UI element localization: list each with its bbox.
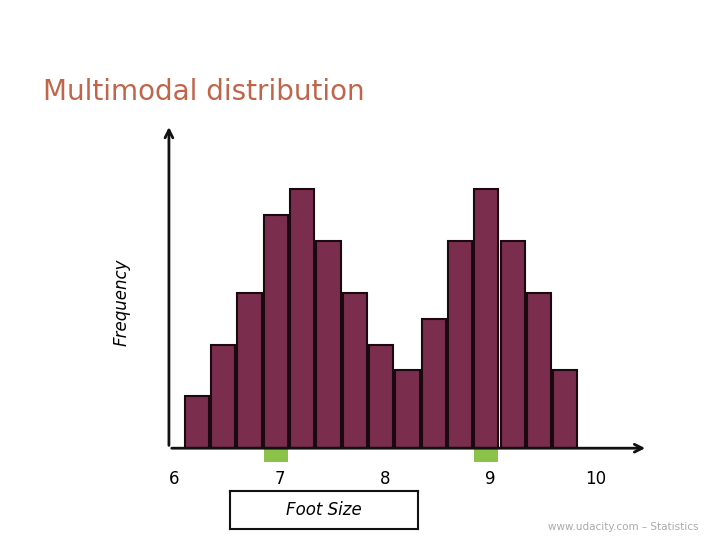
Bar [395, 370, 420, 448]
Bar [290, 189, 314, 448]
Bar [474, 448, 498, 462]
Bar [238, 293, 261, 448]
Text: 10: 10 [585, 470, 606, 488]
Bar [553, 370, 577, 448]
Bar [316, 241, 341, 448]
Bar [527, 293, 551, 448]
Text: 7: 7 [274, 470, 284, 488]
Bar [474, 189, 498, 448]
Text: www.udacity.com – Statistics: www.udacity.com – Statistics [548, 522, 698, 532]
Bar [211, 345, 235, 448]
Bar [264, 448, 288, 462]
Text: Foot Size: Foot Size [286, 501, 362, 519]
Bar [422, 319, 446, 448]
Text: Frequency: Frequency [112, 259, 130, 346]
Bar [369, 345, 393, 448]
Bar [264, 215, 288, 448]
Bar [448, 241, 472, 448]
Text: 9: 9 [485, 470, 495, 488]
Text: 8: 8 [379, 470, 390, 488]
Text: 6: 6 [169, 470, 179, 488]
Bar [500, 241, 525, 448]
Bar [185, 396, 209, 448]
Bar [343, 293, 367, 448]
Text: Multimodal distribution: Multimodal distribution [43, 78, 365, 106]
